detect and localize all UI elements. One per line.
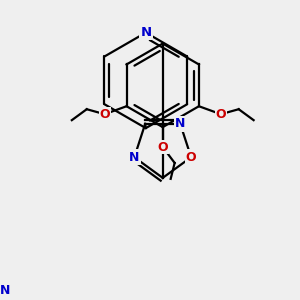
Text: O: O [99,108,110,121]
Text: O: O [186,151,196,164]
Text: N: N [140,26,152,39]
Text: O: O [215,108,226,121]
Text: N: N [0,284,11,297]
Text: N: N [129,151,140,164]
Text: O: O [158,140,168,154]
Text: N: N [175,117,185,130]
